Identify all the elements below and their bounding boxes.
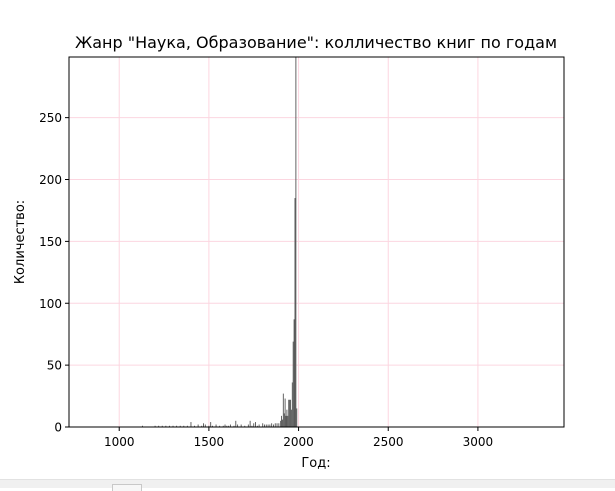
bar (142, 425, 143, 427)
bar (226, 425, 228, 427)
bar (291, 382, 293, 427)
bar (292, 341, 294, 427)
bar (203, 423, 204, 427)
bar (219, 425, 221, 427)
bar (172, 425, 174, 427)
bar (262, 423, 264, 427)
bar (285, 415, 287, 427)
bar (179, 425, 181, 427)
bar (283, 413, 285, 427)
axes-frame (68, 56, 565, 428)
bar (251, 425, 253, 427)
bar (253, 423, 255, 427)
y-tick-label: 50 (47, 359, 62, 373)
bar (294, 198, 296, 427)
y-tick-label: 200 (39, 173, 62, 187)
y-tick-label: 250 (39, 111, 62, 125)
bar (197, 424, 199, 427)
bar (161, 425, 163, 427)
bar (249, 420, 251, 427)
bar (293, 319, 295, 427)
bar (222, 425, 224, 427)
bar (255, 422, 256, 427)
bar (201, 425, 203, 427)
x-axis-label: Год: (301, 456, 330, 471)
bar (204, 424, 206, 427)
bar (264, 424, 265, 427)
bar (154, 425, 156, 427)
bar (269, 424, 271, 427)
bar (176, 425, 178, 427)
bar (212, 425, 213, 427)
bar (281, 415, 282, 427)
bar (158, 425, 160, 427)
bar (273, 424, 274, 427)
bar (168, 425, 170, 427)
bar (290, 409, 292, 427)
bar (208, 425, 210, 427)
x-tick-label: 2000 (283, 435, 314, 449)
bar (240, 424, 242, 427)
bar (183, 425, 185, 427)
bar (237, 424, 239, 427)
bar (256, 425, 258, 427)
bar (271, 423, 273, 427)
bar (289, 399, 291, 427)
bar (258, 424, 260, 427)
y-tick-label: 0 (54, 421, 62, 435)
bar (295, 57, 297, 427)
y-axis-label: Количество: (13, 200, 28, 284)
chart-title: Жанр "Наука, Образование": колличество к… (75, 33, 557, 52)
bar (282, 393, 284, 427)
bar (190, 422, 192, 427)
x-tick-label: 1500 (194, 435, 225, 449)
bar (267, 424, 269, 427)
plot-area: 1000 1500 2000 2500 3000 0 50 100 150 200 250 (39, 56, 565, 449)
bar (224, 424, 226, 427)
bar (210, 422, 212, 427)
bar (288, 399, 290, 427)
bar (265, 424, 267, 427)
toolbar-handle[interactable] (112, 484, 142, 491)
y-tick-label: 100 (39, 297, 62, 311)
bar (290, 399, 291, 427)
bar (229, 424, 231, 427)
bar (286, 409, 288, 427)
bar (276, 423, 278, 427)
bar (244, 425, 246, 427)
x-tick-label: 1000 (104, 435, 135, 449)
bar (233, 425, 235, 427)
bar (280, 420, 282, 427)
bar (247, 424, 249, 427)
bar (215, 424, 217, 427)
bar (274, 423, 276, 427)
x-tick-label: 3000 (463, 435, 494, 449)
bar (235, 420, 237, 427)
bar (278, 423, 280, 427)
bar (287, 415, 289, 427)
bar (165, 425, 167, 427)
bar (296, 408, 298, 427)
bar (194, 425, 195, 427)
x-tick-label: 2500 (373, 435, 404, 449)
y-tick-label: 150 (39, 235, 62, 249)
bar (281, 419, 283, 427)
bar (284, 398, 286, 427)
bar (228, 425, 230, 427)
bar (186, 425, 188, 427)
